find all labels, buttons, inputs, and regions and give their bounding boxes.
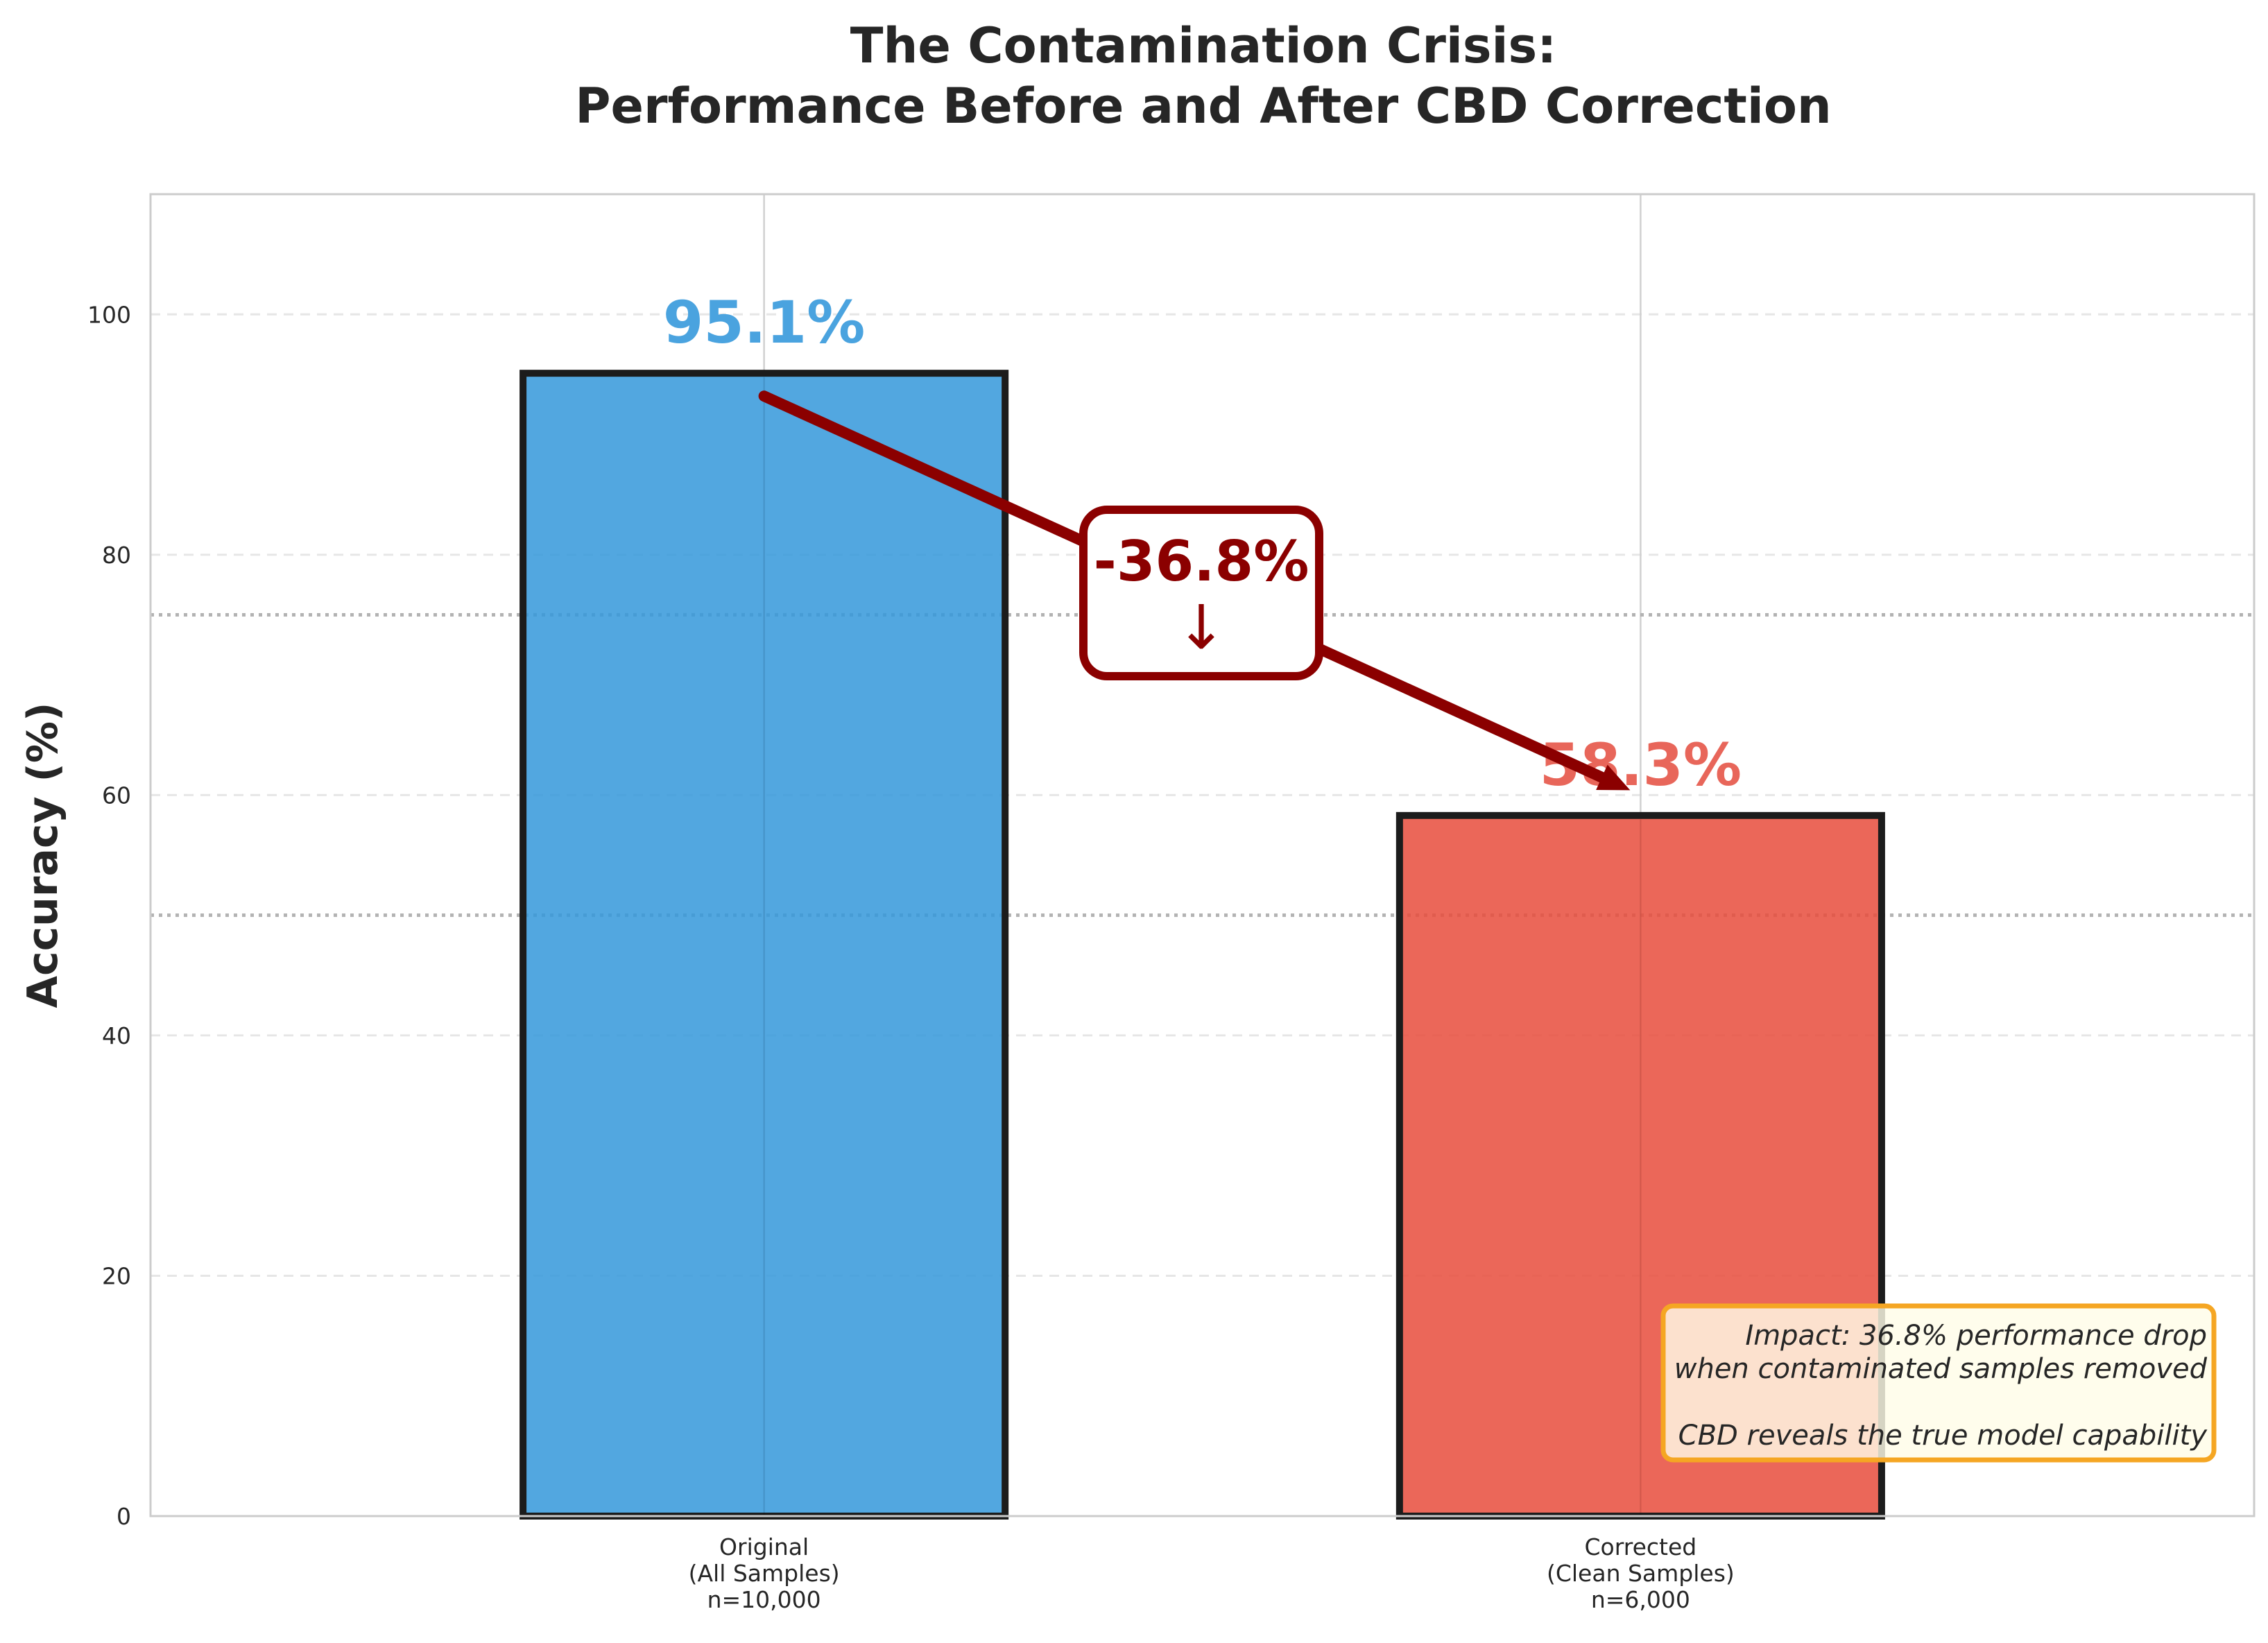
y-tick-label: 20 [102,1262,131,1289]
x-tick-label: n=6,000 [1591,1586,1690,1613]
note-line: Impact: 36.8% performance drop [1745,1320,2207,1352]
y-tick-label: 100 [87,301,131,328]
note-line: when contaminated samples removed [1674,1353,2208,1385]
chart-title-line: The Contamination Crisis: [850,17,1556,74]
chart-title-line: Performance Before and After CBD Correct… [575,78,1832,135]
chart-title: The Contamination Crisis:Performance Bef… [575,17,1832,135]
note-box [1660,1303,2217,1463]
y-tick-label: 80 [102,542,131,569]
change-annotation: -36.8%↓ [758,390,1631,791]
callout-percent: -36.8% [1094,529,1309,594]
x-tick-label: (All Samples) [689,1560,840,1587]
y-axis-label: Accuracy (%) [19,703,67,1008]
callout-box [1079,506,1323,680]
y-tick-label: 60 [102,782,131,809]
x-tick-label: n=10,000 [707,1586,821,1613]
value-label-1: 95.1% [663,289,865,356]
plot-frame [149,193,2256,1517]
y-axis-label-text: Accuracy (%) [19,703,67,1008]
plot-border [149,193,2256,1517]
y-axis-ticks: 0 20 40 60 80 100 [87,301,131,1530]
x-axis-ticks: Original(All Samples)n=10,000 Corrected(C… [689,1533,1735,1613]
x-tick-label: Corrected [1585,1533,1697,1560]
change-arrow-head [1596,764,1631,791]
value-labels: 95.1%58.3% [663,289,1742,799]
x-tick-label: Original [719,1533,809,1560]
note-line: CBD reveals the true model capability [1678,1420,2208,1452]
callout-down-arrow: ↓ [1176,592,1227,663]
x-tick-label: (Clean Samples) [1547,1560,1735,1587]
y-tick-label: 0 [117,1503,131,1530]
y-tick-label: 40 [102,1022,131,1049]
